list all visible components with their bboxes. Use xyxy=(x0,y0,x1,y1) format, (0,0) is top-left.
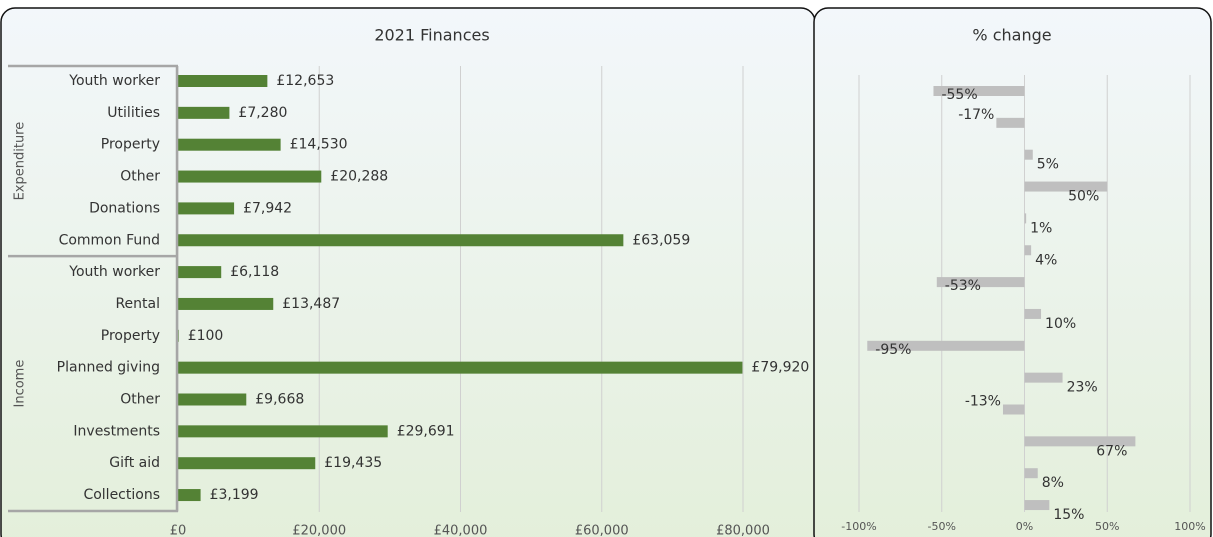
value-label: £20,288 xyxy=(330,169,388,185)
bar xyxy=(178,75,268,87)
bar xyxy=(178,329,179,342)
y-tick-label: Rental xyxy=(115,296,160,312)
value-label: 50% xyxy=(1068,189,1099,205)
bar xyxy=(1024,308,1042,319)
value-label: 10% xyxy=(1045,316,1076,332)
value-label: 67% xyxy=(1096,443,1127,459)
x-tick-label: £80,000 xyxy=(716,524,770,537)
group-label: Income xyxy=(13,360,28,408)
bar xyxy=(1024,245,1032,256)
value-label: £100 xyxy=(188,328,224,344)
value-label: -95% xyxy=(875,342,911,358)
y-tick-label: Other xyxy=(120,169,160,185)
value-label: £79,920 xyxy=(751,360,809,376)
value-label: £19,435 xyxy=(324,455,382,471)
value-label: 5% xyxy=(1037,157,1059,173)
bar xyxy=(1024,468,1038,479)
value-label: 15% xyxy=(1053,507,1084,523)
y-tick-label: Gift aid xyxy=(109,455,160,471)
bar xyxy=(1024,181,1108,192)
bar xyxy=(996,117,1025,128)
bar xyxy=(178,266,222,279)
value-label: -55% xyxy=(941,87,977,103)
bar xyxy=(1024,213,1027,224)
x-tick-label: 100% xyxy=(1174,520,1205,533)
bar xyxy=(1024,500,1050,511)
bar xyxy=(867,340,1025,351)
bar xyxy=(178,425,388,438)
chart-title: % change xyxy=(972,26,1051,45)
bar xyxy=(1024,436,1136,447)
group-label: Expenditure xyxy=(13,122,28,201)
value-label: 23% xyxy=(1067,380,1098,396)
x-tick-label: -50% xyxy=(928,520,956,533)
x-tick-label: 0% xyxy=(1016,520,1033,533)
y-tick-label: Other xyxy=(120,392,160,408)
value-label: £14,530 xyxy=(290,137,348,153)
bar xyxy=(1024,149,1033,160)
bar xyxy=(178,393,247,406)
value-label: £29,691 xyxy=(397,423,455,439)
bar xyxy=(178,234,624,247)
value-label: -17% xyxy=(958,107,994,123)
value-label: £7,280 xyxy=(238,105,287,121)
bar xyxy=(178,297,274,310)
value-label: £13,487 xyxy=(282,296,340,312)
y-tick-label: Investments xyxy=(73,423,160,439)
value-label: £63,059 xyxy=(632,232,690,248)
bar xyxy=(1024,372,1063,383)
y-tick-label: Property xyxy=(101,137,160,153)
y-tick-label: Youth worker xyxy=(68,73,160,89)
y-tick-label: Youth worker xyxy=(68,264,160,280)
value-label: -53% xyxy=(945,278,981,294)
bar xyxy=(178,170,322,183)
x-tick-label: -100% xyxy=(841,520,876,533)
value-label: -13% xyxy=(965,394,1001,410)
value-label: £12,653 xyxy=(276,73,334,89)
value-label: £6,118 xyxy=(230,264,279,280)
bar xyxy=(178,106,230,119)
x-tick-label: £0 xyxy=(170,524,187,537)
x-tick-label: £20,000 xyxy=(292,524,346,537)
x-tick-label: 50% xyxy=(1095,520,1119,533)
bar xyxy=(936,277,1025,288)
bar xyxy=(1002,404,1025,415)
chart-title: 2021 Finances xyxy=(374,26,489,45)
y-tick-label: Utilities xyxy=(107,105,160,121)
value-label: 8% xyxy=(1042,475,1064,491)
y-tick-label: Donations xyxy=(89,200,160,216)
value-label: £7,942 xyxy=(243,200,292,216)
y-tick-label: Planned giving xyxy=(57,360,160,376)
x-tick-label: £40,000 xyxy=(434,524,488,537)
bar xyxy=(178,489,201,502)
x-tick-label: £60,000 xyxy=(575,524,629,537)
bar xyxy=(178,457,316,470)
panel-right xyxy=(813,7,1212,537)
bar xyxy=(933,86,1025,96)
y-tick-label: Common Fund xyxy=(59,232,160,248)
bar xyxy=(178,138,281,151)
bar xyxy=(178,202,235,215)
value-label: £9,668 xyxy=(255,392,304,408)
y-tick-label: Collections xyxy=(83,487,160,503)
value-label: 1% xyxy=(1030,220,1052,236)
y-tick-label: Property xyxy=(101,328,160,344)
bar xyxy=(178,361,743,374)
value-label: 4% xyxy=(1035,252,1057,268)
value-label: £3,199 xyxy=(210,487,259,503)
